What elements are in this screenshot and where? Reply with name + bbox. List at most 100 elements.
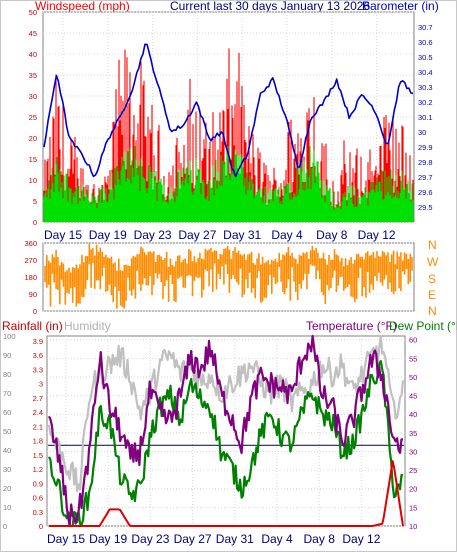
- day-label-top-0: Day 15: [44, 228, 82, 242]
- rainfall-axis-tick-5: 1.5: [33, 451, 43, 460]
- day-label-top-7: Day 12: [358, 228, 396, 242]
- barometer-axis-tick-6: 30.1: [418, 113, 433, 122]
- wind-axis-tick-7: 35: [29, 71, 37, 80]
- barometer-axis-tick-9: 30.4: [418, 68, 433, 77]
- day-label-bottom-6: Day 8: [304, 532, 336, 546]
- direction-axis-tick-4: 360: [24, 239, 37, 248]
- humidity-axis-tick-4: 40: [3, 446, 11, 455]
- day-label-top-2: Day 23: [134, 228, 172, 242]
- barometer-axis-tick-11: 30.6: [418, 38, 433, 47]
- day-label-bottom-7: Day 12: [342, 532, 380, 546]
- temperature-axis-tick-3: 25: [409, 466, 417, 475]
- temperature-axis-tick-6: 40: [409, 410, 417, 419]
- direction-axis-tick-1: 90: [29, 290, 37, 299]
- humidity-axis-tick-9: 90: [3, 351, 11, 360]
- humidity-axis-tick-3: 30: [3, 465, 11, 474]
- dewpoint-series: [47, 360, 404, 528]
- wind-axis-tick-3: 15: [29, 155, 37, 164]
- rainfall-axis-tick-12: 3.6: [33, 351, 43, 360]
- humidity-axis-tick-8: 80: [3, 370, 11, 379]
- chart-title: Current last 30 days January 13 2026: [170, 0, 370, 13]
- rainfall-axis-tick-8: 2.4: [33, 408, 43, 417]
- wind-axis-tick-8: 40: [29, 50, 37, 59]
- rainfall-axis-tick-6: 1.8: [33, 437, 43, 446]
- wind-axis-tick-10: 50: [29, 8, 37, 17]
- barometer-axis-tick-2: 29.7: [418, 173, 433, 182]
- barometer-axis-tick-5: 30: [418, 128, 426, 137]
- barometer-axis-tick-1: 29.6: [418, 188, 433, 197]
- direction-letter-n-top: N: [428, 238, 437, 252]
- day-label-top-3: Day 27: [178, 228, 216, 242]
- windspeed-label: Windspeed (mph): [35, 0, 130, 13]
- wind-direction-chart: 0 90 180 270 360: [24, 239, 415, 316]
- day-label-bottom-2: Day 23: [131, 532, 169, 546]
- humidity-label: Humidity: [64, 319, 111, 333]
- barometer-axis-tick-8: 30.3: [418, 83, 433, 92]
- rainfall-axis-tick-10: 3: [39, 380, 43, 389]
- temperature-axis-tick-9: 55: [409, 354, 417, 363]
- direction-letter-w: W: [427, 255, 439, 269]
- temperature-axis-tick-0: 10: [409, 522, 417, 531]
- wind-axis-tick-6: 30: [29, 92, 37, 101]
- temperature-axis-tick-4: 30: [409, 447, 417, 456]
- barometer-axis-tick-3: 29.8: [418, 158, 433, 167]
- rainfall-label: Rainfall (in): [2, 319, 63, 333]
- barometer-axis-tick-0: 29.5: [418, 203, 433, 212]
- wind-axis-tick-0: 0: [33, 218, 37, 227]
- direction-axis-tick-2: 180: [24, 273, 37, 282]
- rainfall-axis-tick-7: 2.1: [33, 422, 43, 431]
- wind-axis-tick-9: 45: [29, 29, 37, 38]
- temperature-axis-tick-2: 20: [409, 485, 417, 494]
- day-label-bottom-4: Day 31: [216, 532, 254, 546]
- temperature-axis-tick-10: 60: [409, 336, 417, 345]
- humidity-series: [47, 334, 405, 493]
- barometer-label: Barometer (in): [362, 0, 439, 13]
- temperature-series: [48, 334, 404, 528]
- rainfall-series: [49, 460, 404, 527]
- windspeed-average-series: [43, 145, 414, 222]
- wind-axis-tick-5: 25: [29, 113, 37, 122]
- day-label-top-6: Day 8: [316, 228, 348, 242]
- humidity-axis-tick-6: 60: [3, 408, 11, 417]
- rainfall-axis-tick-9: 2.7: [33, 394, 43, 403]
- barometer-axis-tick-12: 30.7: [418, 23, 433, 32]
- rainfall-axis-tick-4: 1.2: [33, 465, 43, 474]
- temperature-axis-tick-1: 15: [409, 503, 417, 512]
- rainfall-axis-tick-2: 0.6: [33, 494, 43, 503]
- temperature-label: Temperature (°F): [306, 319, 397, 333]
- day-label-top-1: Day 19: [89, 228, 127, 242]
- day-label-bottom-1: Day 19: [89, 532, 127, 546]
- humidity-axis-tick-10: 100: [3, 332, 16, 341]
- barometer-series: [43, 43, 414, 178]
- direction-axis-tick-3: 270: [24, 256, 37, 265]
- wind-barometer-chart: 0 5 10 15 20 25 30 35 40 45 50 29.5 29.6 29.7 29.8 29.9…: [29, 8, 433, 242]
- humidity-axis-tick-5: 50: [3, 427, 11, 436]
- barometer-axis-tick-4: 29.9: [418, 143, 433, 152]
- direction-letter-e: E: [428, 288, 436, 302]
- rainfall-axis-tick-13: 3.9: [33, 337, 43, 346]
- direction-axis-tick-0: 0: [33, 307, 37, 316]
- temperature-rain-chart: 0 10 20 30 40 50 60 70 80 90 100 0 0.3 0.6 0.9 1.2 1.5 1.…: [3, 332, 417, 546]
- humidity-axis-tick-7: 70: [3, 389, 11, 398]
- humidity-axis-tick-2: 20: [3, 484, 11, 493]
- wind-direction-series: [44, 243, 413, 309]
- temperature-axis-tick-5: 35: [409, 429, 417, 438]
- barometer-axis-tick-10: 30.5: [418, 53, 433, 62]
- rainfall-axis-tick-3: 0.9: [33, 479, 43, 488]
- day-label-top-5: Day 4: [271, 228, 303, 242]
- day-label-top-4: Day 31: [223, 228, 261, 242]
- day-label-bottom-0: Day 15: [47, 532, 85, 546]
- temperature-axis-tick-7: 45: [409, 392, 417, 401]
- rainfall-axis-tick-0: 0: [39, 522, 43, 531]
- wind-axis-tick-2: 10: [29, 176, 37, 185]
- humidity-axis-tick-1: 10: [3, 503, 11, 512]
- day-label-bottom-5: Day 4: [261, 532, 293, 546]
- rainfall-axis-tick-1: 0.3: [33, 508, 43, 517]
- wind-axis-tick-4: 20: [29, 134, 37, 143]
- temperature-axis-tick-8: 50: [409, 373, 417, 382]
- barometer-axis-tick-7: 30.2: [418, 98, 433, 107]
- direction-letter-s: S: [428, 272, 436, 286]
- day-label-bottom-3: Day 27: [174, 532, 212, 546]
- wind-axis-tick-1: 5: [33, 197, 37, 206]
